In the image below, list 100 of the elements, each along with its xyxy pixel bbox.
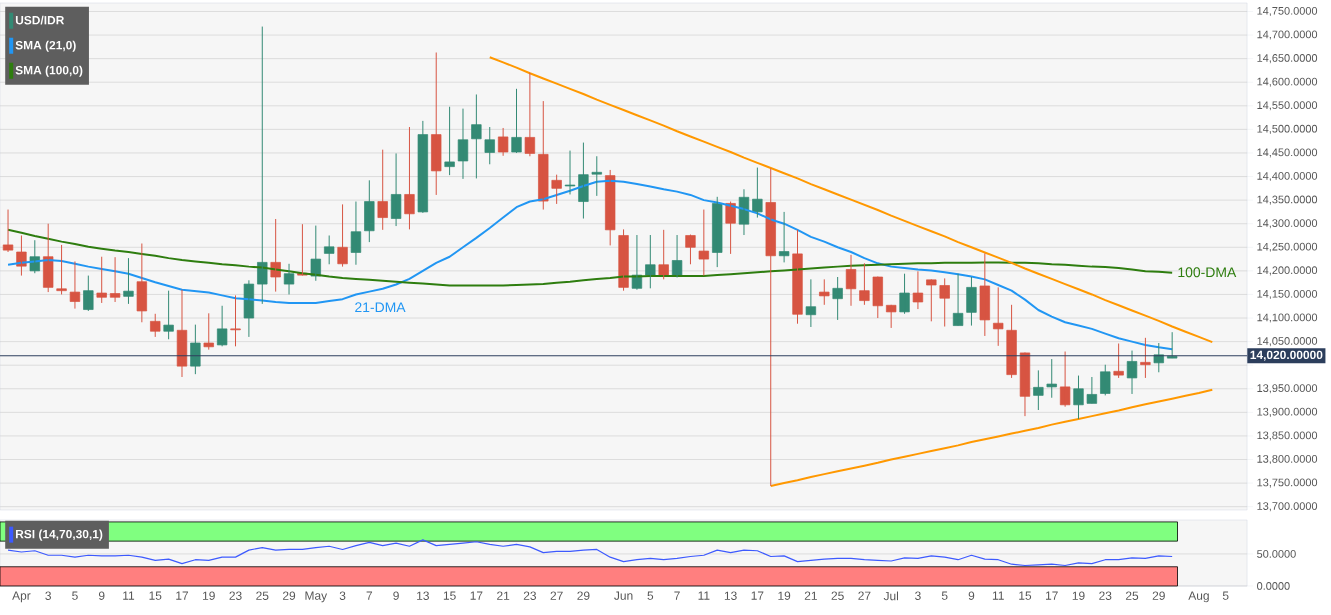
annotation: 100-DMA	[1178, 267, 1237, 278]
x-tick-label: 19	[778, 591, 791, 600]
candlestick	[216, 305, 228, 347]
candlestick	[792, 229, 803, 325]
candlestick	[364, 179, 375, 243]
y-tick-label: 50.0000	[1257, 550, 1296, 558]
y-tick-label: 14,150.0000	[1257, 289, 1318, 299]
candlestick	[283, 263, 295, 295]
x-tick-label: 25	[256, 591, 269, 600]
candlestick	[805, 278, 817, 328]
candlestick	[859, 262, 870, 306]
candlestick	[765, 168, 776, 487]
candlestick	[926, 278, 937, 322]
candlestick	[350, 201, 362, 266]
candlestick	[404, 126, 415, 230]
candlestick	[109, 256, 121, 303]
legend-label: RSI (14,70,30,1)	[15, 529, 103, 541]
candlestick	[324, 235, 335, 265]
candlestick	[993, 286, 1004, 347]
y-tick-label: 14,050.0000	[1257, 337, 1318, 347]
x-tick-label: 5	[72, 591, 78, 600]
y-tick-label: 13,700.0000	[1257, 502, 1318, 512]
candlestick	[96, 256, 107, 304]
y-tick-label: 14,750.0000	[1257, 6, 1318, 17]
x-tick-label: 3	[915, 591, 921, 600]
candlestick	[471, 93, 482, 179]
candlestick	[83, 275, 94, 312]
x-tick-label: 21	[804, 591, 817, 600]
y-tick-label: 14,200.0000	[1257, 266, 1318, 276]
candlestick	[551, 174, 562, 205]
x-tick-label: 9	[98, 591, 105, 600]
candlestick	[538, 100, 549, 211]
text: USD/IDR	[15, 15, 65, 25]
x-tick-label: 23	[1099, 591, 1112, 600]
annotation: 21-DMA	[355, 302, 406, 313]
x-tick-label: 25	[831, 591, 844, 600]
x-tick-label: 9	[968, 591, 975, 600]
candlestick	[698, 209, 709, 277]
y-tick-label: 13,750.0000	[1257, 478, 1318, 488]
candlestick	[752, 167, 763, 219]
candlestick	[1086, 376, 1098, 404]
x-tick-label: 17	[751, 591, 764, 600]
candlestick	[511, 88, 522, 154]
candlestick	[605, 169, 616, 246]
x-tick-label: May	[305, 591, 328, 603]
candlestick	[832, 276, 843, 321]
line-series	[7, 539, 1173, 567]
x-tick-label: 11	[698, 591, 710, 600]
candlestick	[578, 142, 589, 220]
candlestick	[163, 290, 174, 340]
y-tick-label: 13,850.0000	[1257, 431, 1318, 441]
candlestick	[645, 234, 656, 289]
candlestick	[190, 324, 201, 375]
candlestick	[16, 235, 27, 277]
candlestick	[150, 313, 161, 338]
x-tick-label: 15	[149, 591, 162, 600]
candlestick	[136, 243, 148, 323]
candlestick	[497, 127, 509, 157]
y-tick-label: 14,300.0000	[1257, 219, 1318, 229]
candlestick	[591, 155, 602, 197]
x-tick-label: 13	[417, 591, 429, 600]
candlestick	[337, 203, 348, 268]
y-tick-label: 13,950.0000	[1257, 384, 1318, 394]
candlestick	[230, 294, 241, 347]
x-tick-label: 17	[470, 591, 483, 600]
candlestick	[1033, 369, 1044, 411]
x-tick-label: 27	[550, 591, 563, 600]
candlestick	[886, 304, 897, 329]
candlestick	[712, 196, 723, 268]
candlestick	[377, 149, 388, 231]
candlestick	[618, 228, 629, 292]
x-tick-label: 3	[45, 591, 51, 600]
x-tick-label: 15	[443, 591, 456, 600]
x-tick-label: 11	[123, 591, 135, 600]
y-tick-label: 14,350.0000	[1257, 195, 1318, 205]
y-tick-label: 14,450.0000	[1257, 148, 1318, 158]
candlestick	[484, 126, 495, 165]
x-tick-label: 7	[366, 591, 373, 600]
candlestick	[1073, 375, 1084, 420]
candlestick	[979, 252, 990, 337]
y-tick-label: 13,900.0000	[1257, 407, 1318, 417]
x-tick-label: 19	[1072, 591, 1085, 600]
y-tick-label: 14,400.0000	[1257, 172, 1318, 182]
candlestick	[257, 26, 268, 305]
x-tick-label: Jul	[883, 591, 899, 601]
candlestick	[939, 277, 950, 328]
x-tick-label: 17	[1045, 591, 1058, 600]
y-tick-label: 14,250.0000	[1257, 242, 1318, 252]
candlestick	[564, 150, 576, 195]
x-tick-label: 5	[1222, 591, 1229, 600]
candlestick	[431, 52, 442, 196]
candlestick	[444, 106, 455, 176]
x-tick-label: 13	[724, 591, 737, 600]
candlestick	[203, 312, 214, 351]
legend-label: SMA (21,0)	[15, 40, 76, 52]
x-tick-label: 25	[1125, 591, 1139, 600]
candlestick	[417, 120, 429, 214]
y-tick-label: 13,800.0000	[1257, 455, 1318, 465]
candlestick	[966, 276, 977, 327]
y-tick-label: 14,650.0000	[1257, 54, 1318, 64]
